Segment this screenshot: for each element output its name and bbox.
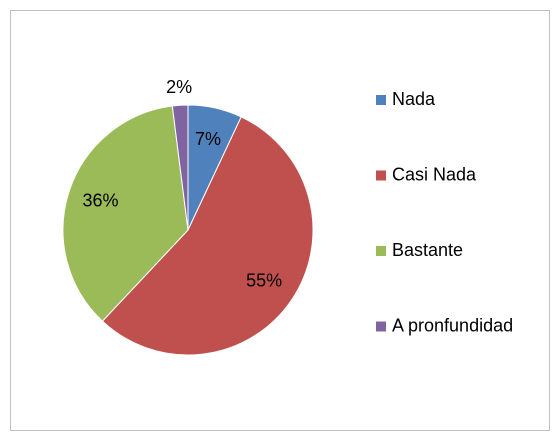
data-label: 2% <box>166 77 192 97</box>
legend-swatch <box>376 170 386 181</box>
data-label: 7% <box>195 129 221 149</box>
data-label: 55% <box>246 270 282 290</box>
legend-swatch <box>376 246 386 256</box>
legend-label: A pronfundidad <box>392 315 513 335</box>
legend-label: Casi Nada <box>392 164 477 184</box>
legend-label: Bastante <box>392 240 463 260</box>
data-label: 36% <box>82 190 118 210</box>
legend-label: Nada <box>392 89 436 109</box>
pie-slice <box>101 116 314 356</box>
pie-slice <box>62 105 189 322</box>
legend-swatch <box>376 321 386 332</box>
pie-slice <box>171 104 189 231</box>
legend-swatch <box>376 95 386 105</box>
